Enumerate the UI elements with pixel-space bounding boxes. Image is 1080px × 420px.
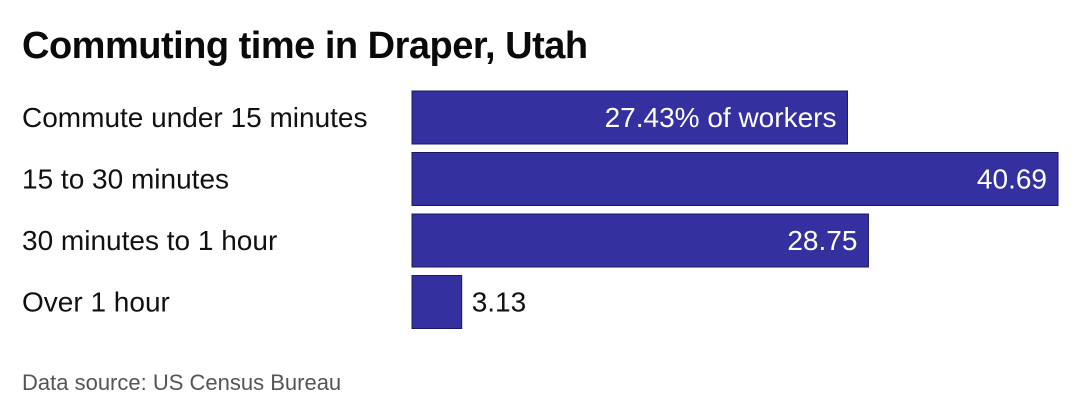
- category-label: 30 minutes to 1 hour: [22, 225, 277, 256]
- category-label: 15 to 30 minutes: [22, 164, 229, 195]
- bar: [411, 152, 1059, 206]
- value-label: 27.43% of workers: [605, 102, 837, 133]
- bar: [411, 90, 848, 145]
- bar: [411, 213, 869, 268]
- category-label: Commute under 15 minutes: [22, 102, 368, 133]
- chart-title: Commuting time in Draper, Utah: [22, 25, 588, 67]
- value-label: 40.69: [977, 164, 1047, 195]
- category-label: Over 1 hour: [22, 287, 170, 318]
- value-label: 3.13: [472, 287, 527, 318]
- data-source-note: Data source: US Census Bureau: [22, 370, 342, 395]
- bar: [411, 275, 463, 329]
- value-label: 28.75: [787, 225, 857, 256]
